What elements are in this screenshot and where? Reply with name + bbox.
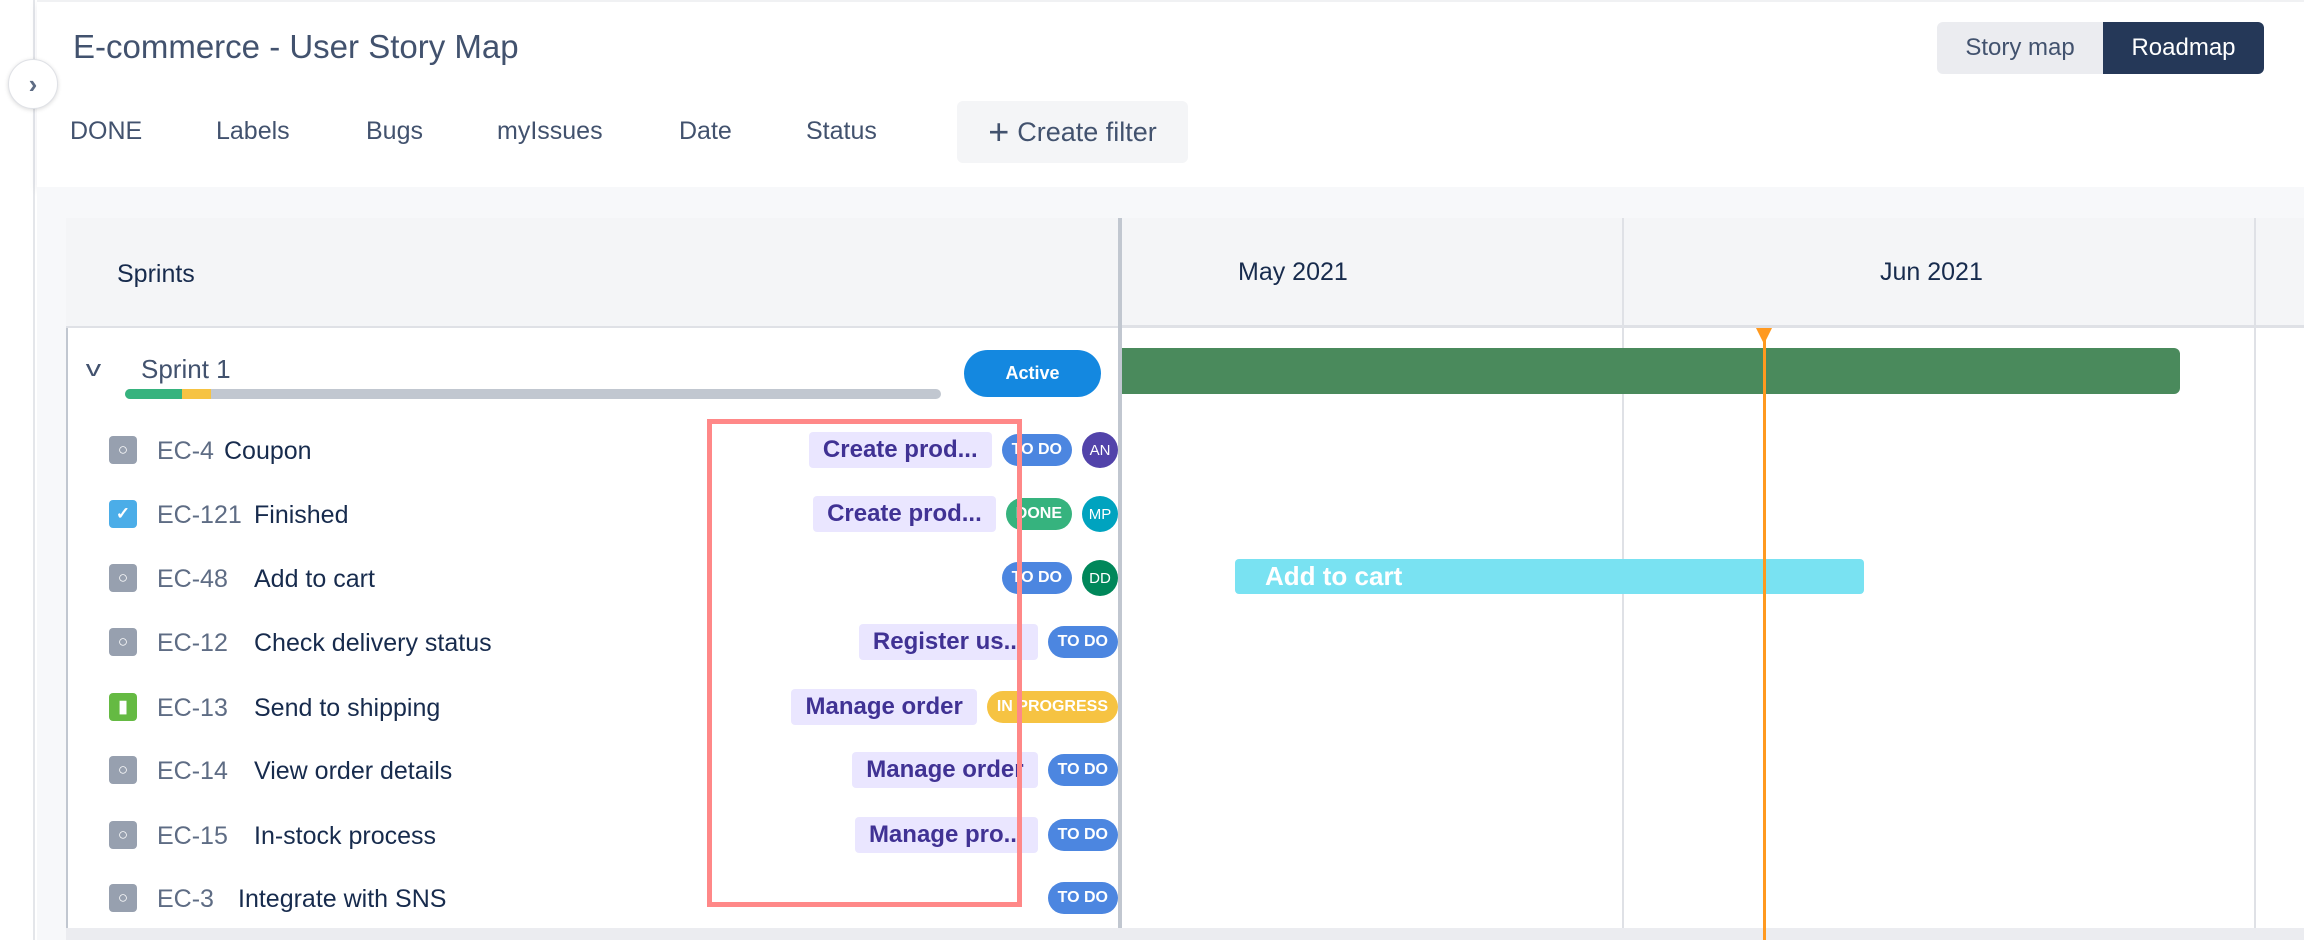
issue-summary[interactable]: View order details: [254, 757, 453, 785]
status-badge[interactable]: IN PROGRESS: [986, 691, 1118, 723]
progress-in-progress: [182, 389, 211, 399]
roadmap-button[interactable]: Roadmap: [2103, 22, 2264, 74]
issue-summary[interactable]: Coupon: [224, 437, 312, 465]
task-icon: ○: [109, 821, 137, 849]
issue-key[interactable]: EC-48: [157, 565, 228, 593]
issue-summary[interactable]: Check delivery status: [254, 629, 492, 657]
story-map-button[interactable]: Story map: [1937, 22, 2103, 74]
issue-key[interactable]: EC-4: [157, 437, 214, 465]
timeline-bar-label: Add to cart: [1265, 561, 1403, 591]
create-filter-button[interactable]: + Create filter: [957, 101, 1188, 163]
chevron-right-icon: ›: [28, 68, 38, 99]
sprints-header: [66, 218, 1120, 328]
issue-key[interactable]: EC-14: [157, 757, 228, 785]
issue-meta: Create prod... DONE MP: [813, 496, 1118, 532]
sprint-progress-bar: [125, 389, 941, 399]
status-badge[interactable]: TO DO: [1047, 882, 1118, 914]
sidebar-strip: [0, 0, 35, 940]
issue-meta: Manage order IN PROGRESS: [791, 689, 1118, 725]
epic-label[interactable]: Manage pro...: [854, 817, 1038, 853]
timeline-bar-add-to-cart[interactable]: Add to cart: [1235, 559, 1864, 594]
issue-row[interactable]: ○ EC-14 View order details Manage order T…: [66, 738, 1118, 802]
sprint-name[interactable]: Sprint 1: [141, 354, 231, 384]
issue-row[interactable]: ○ EC-12 Check delivery status Register u…: [66, 610, 1118, 674]
roadmap-panel: [66, 218, 2304, 940]
collapse-sprint-icon[interactable]: v: [85, 356, 102, 381]
issue-meta: TO DO DD: [1001, 560, 1118, 596]
sprint-timeline-bar[interactable]: [1122, 348, 2180, 394]
task-icon: ○: [109, 564, 137, 592]
issue-key[interactable]: EC-13: [157, 694, 228, 722]
filter-done[interactable]: DONE: [70, 117, 143, 145]
issue-meta: Manage order TO DO: [852, 752, 1118, 788]
issue-meta: Manage pro... TO DO: [854, 817, 1118, 853]
issue-summary[interactable]: Finished: [254, 501, 349, 529]
plus-icon: +: [988, 111, 1010, 152]
sprints-label: Sprints: [117, 260, 195, 288]
status-badge[interactable]: TO DO: [1001, 562, 1072, 594]
issue-row[interactable]: ▮ EC-13 Send to shipping Manage order IN …: [66, 675, 1118, 739]
issue-summary[interactable]: Integrate with SNS: [238, 885, 447, 913]
status-badge[interactable]: DONE: [1005, 498, 1072, 530]
status-badge[interactable]: TO DO: [1047, 754, 1118, 786]
filter-myissues[interactable]: myIssues: [497, 117, 603, 145]
highlight-box: [707, 419, 1022, 907]
epic-label[interactable]: Create prod...: [813, 496, 996, 532]
issue-summary[interactable]: Send to shipping: [254, 694, 441, 722]
task-icon: ○: [109, 756, 137, 784]
checkbox-checked-icon: ✓: [109, 500, 137, 528]
progress-done: [125, 389, 183, 399]
epic-label[interactable]: Register us...: [858, 624, 1038, 660]
filter-date[interactable]: Date: [679, 117, 732, 145]
status-badge[interactable]: TO DO: [1047, 819, 1118, 851]
expand-sidebar-button[interactable]: ›: [8, 59, 58, 109]
status-badge[interactable]: TO DO: [1001, 434, 1072, 466]
issue-row[interactable]: ○ EC-4 Coupon Create prod... TO DO AN: [66, 418, 1118, 482]
task-icon: ○: [109, 884, 137, 912]
issue-row[interactable]: ○ EC-48 Add to cart TO DO DD: [66, 546, 1118, 610]
epic-label[interactable]: Manage order: [852, 752, 1038, 788]
sprint-status-badge[interactable]: Active: [964, 350, 1101, 397]
issue-key[interactable]: EC-3: [157, 885, 214, 913]
issue-key[interactable]: EC-15: [157, 822, 228, 850]
today-marker-triangle-icon: [1756, 328, 1772, 344]
issue-row[interactable]: ○ EC-15 In-stock process Manage pro... TO…: [66, 803, 1118, 867]
avatar[interactable]: MP: [1082, 496, 1118, 532]
month-may: May 2021: [1238, 258, 1348, 286]
issue-meta: TO DO: [1047, 880, 1118, 916]
view-switcher: Story map Roadmap: [1937, 22, 2264, 74]
issue-summary[interactable]: In-stock process: [254, 822, 437, 850]
issue-meta: Create prod... TO DO AN: [808, 432, 1118, 468]
issue-meta: Register us... TO DO: [858, 624, 1118, 660]
issue-row[interactable]: ○ EC-3 Integrate with SNS TO DO: [66, 866, 1118, 930]
epic-label[interactable]: Manage order: [791, 689, 977, 725]
issue-key[interactable]: EC-121: [157, 501, 242, 529]
today-marker: [1763, 328, 1766, 940]
epic-label[interactable]: Create prod...: [808, 432, 992, 468]
month-jun: Jun 2021: [1880, 258, 1983, 286]
task-icon: ○: [109, 436, 137, 464]
horizontal-scrollbar[interactable]: [66, 928, 2304, 940]
avatar[interactable]: DD: [1082, 560, 1118, 596]
panel-resize-handle[interactable]: [1118, 218, 1122, 940]
status-badge[interactable]: TO DO: [1047, 626, 1118, 658]
issue-row[interactable]: ✓ EC-121 Finished Create prod... DONE MP: [66, 482, 1118, 546]
filter-bugs[interactable]: Bugs: [366, 117, 423, 145]
task-icon: ○: [109, 628, 137, 656]
filter-labels[interactable]: Labels: [216, 117, 290, 145]
timeline-header: [1122, 218, 2304, 328]
avatar[interactable]: AN: [1082, 432, 1118, 468]
issue-summary[interactable]: Add to cart: [254, 565, 375, 593]
story-icon: ▮: [109, 693, 137, 721]
filter-status[interactable]: Status: [806, 117, 877, 145]
create-filter-label: Create filter: [1017, 116, 1157, 147]
issue-key[interactable]: EC-12: [157, 629, 228, 657]
month-divider: [2254, 218, 2256, 930]
page-title: E-commerce - User Story Map: [73, 28, 519, 65]
